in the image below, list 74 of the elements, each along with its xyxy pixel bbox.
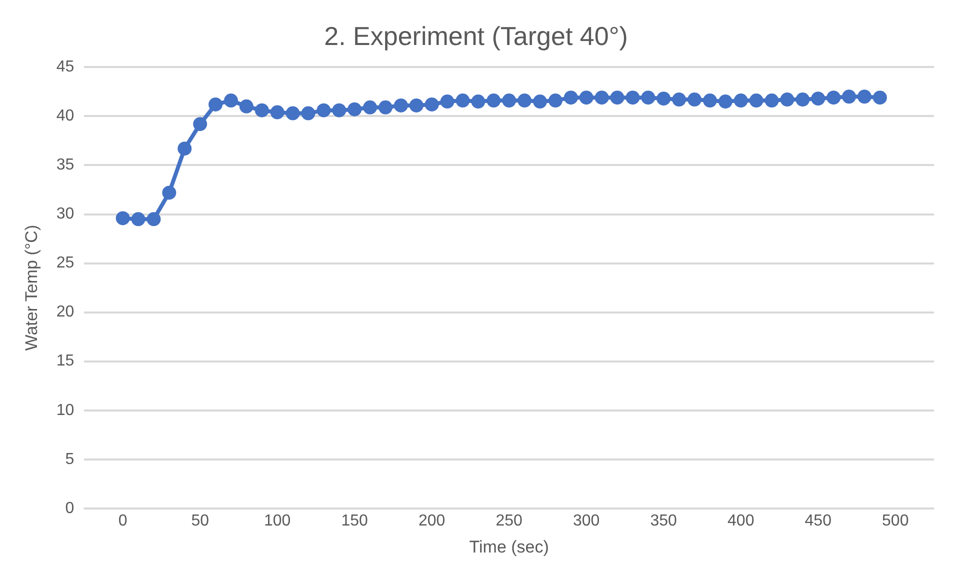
y-tick-label: 15 <box>56 352 74 370</box>
point <box>224 94 238 108</box>
y-tick-label: 10 <box>56 402 74 419</box>
y-tick-label: 5 <box>65 450 74 468</box>
x-tick-label: 350 <box>650 512 678 530</box>
x-tick-label: 0 <box>118 512 128 530</box>
point <box>316 103 331 118</box>
point <box>116 211 130 226</box>
point <box>857 90 872 104</box>
point <box>131 212 146 226</box>
point <box>486 94 501 108</box>
x-tick-label: 150 <box>341 512 368 530</box>
point <box>702 94 717 108</box>
point <box>594 90 609 105</box>
point <box>502 94 516 108</box>
point <box>564 90 578 105</box>
x-tick-label: 200 <box>418 512 446 530</box>
point <box>424 97 439 112</box>
point <box>286 106 300 120</box>
point <box>208 97 223 112</box>
x-tick-label: 100 <box>264 512 291 530</box>
y-tick-label: 30 <box>56 206 74 223</box>
point <box>456 94 470 108</box>
point <box>641 90 656 105</box>
point <box>254 103 269 118</box>
chart-title: 2. Experiment (Target 40°) <box>324 20 628 51</box>
point <box>842 90 856 104</box>
point <box>548 94 562 108</box>
point <box>301 106 316 120</box>
point <box>811 92 826 106</box>
point <box>872 90 887 105</box>
point <box>533 94 547 109</box>
y-tick-label: 25 <box>56 254 74 272</box>
point <box>270 105 284 120</box>
point <box>734 94 748 108</box>
point <box>440 94 454 109</box>
point <box>471 94 486 109</box>
y-tick-label: 0 <box>65 500 74 517</box>
point <box>332 103 346 118</box>
point <box>146 212 161 226</box>
x-tick-label: 300 <box>573 512 600 530</box>
x-tick-label: 500 <box>882 512 909 530</box>
point <box>409 98 424 112</box>
y-axis-title: Water Temp (°C) <box>22 224 41 351</box>
y-tick-label: 35 <box>56 156 74 174</box>
x-tick-label: 400 <box>728 512 754 530</box>
x-tick-label: 450 <box>804 512 832 530</box>
x-axis-title: Time (sec) <box>469 537 549 556</box>
point <box>610 90 624 105</box>
point <box>579 90 594 105</box>
point <box>718 94 732 109</box>
point <box>193 117 208 132</box>
point <box>178 142 192 156</box>
point <box>162 186 176 200</box>
point <box>518 94 532 108</box>
point <box>780 92 794 107</box>
point <box>796 92 810 107</box>
point <box>626 90 640 105</box>
x-tick-label: 250 <box>496 512 523 530</box>
point <box>363 100 378 114</box>
y-tick-label: 20 <box>56 304 74 321</box>
point <box>672 92 686 107</box>
point <box>764 94 779 108</box>
point <box>749 94 764 108</box>
y-tick-label: 45 <box>56 58 74 76</box>
point <box>688 92 702 107</box>
point <box>239 99 254 114</box>
y-tick-label: 40 <box>56 108 74 125</box>
point <box>348 102 362 116</box>
point <box>378 100 392 114</box>
point <box>826 90 841 105</box>
x-tick-label: 50 <box>191 512 210 530</box>
point <box>656 92 671 106</box>
point <box>394 98 408 112</box>
